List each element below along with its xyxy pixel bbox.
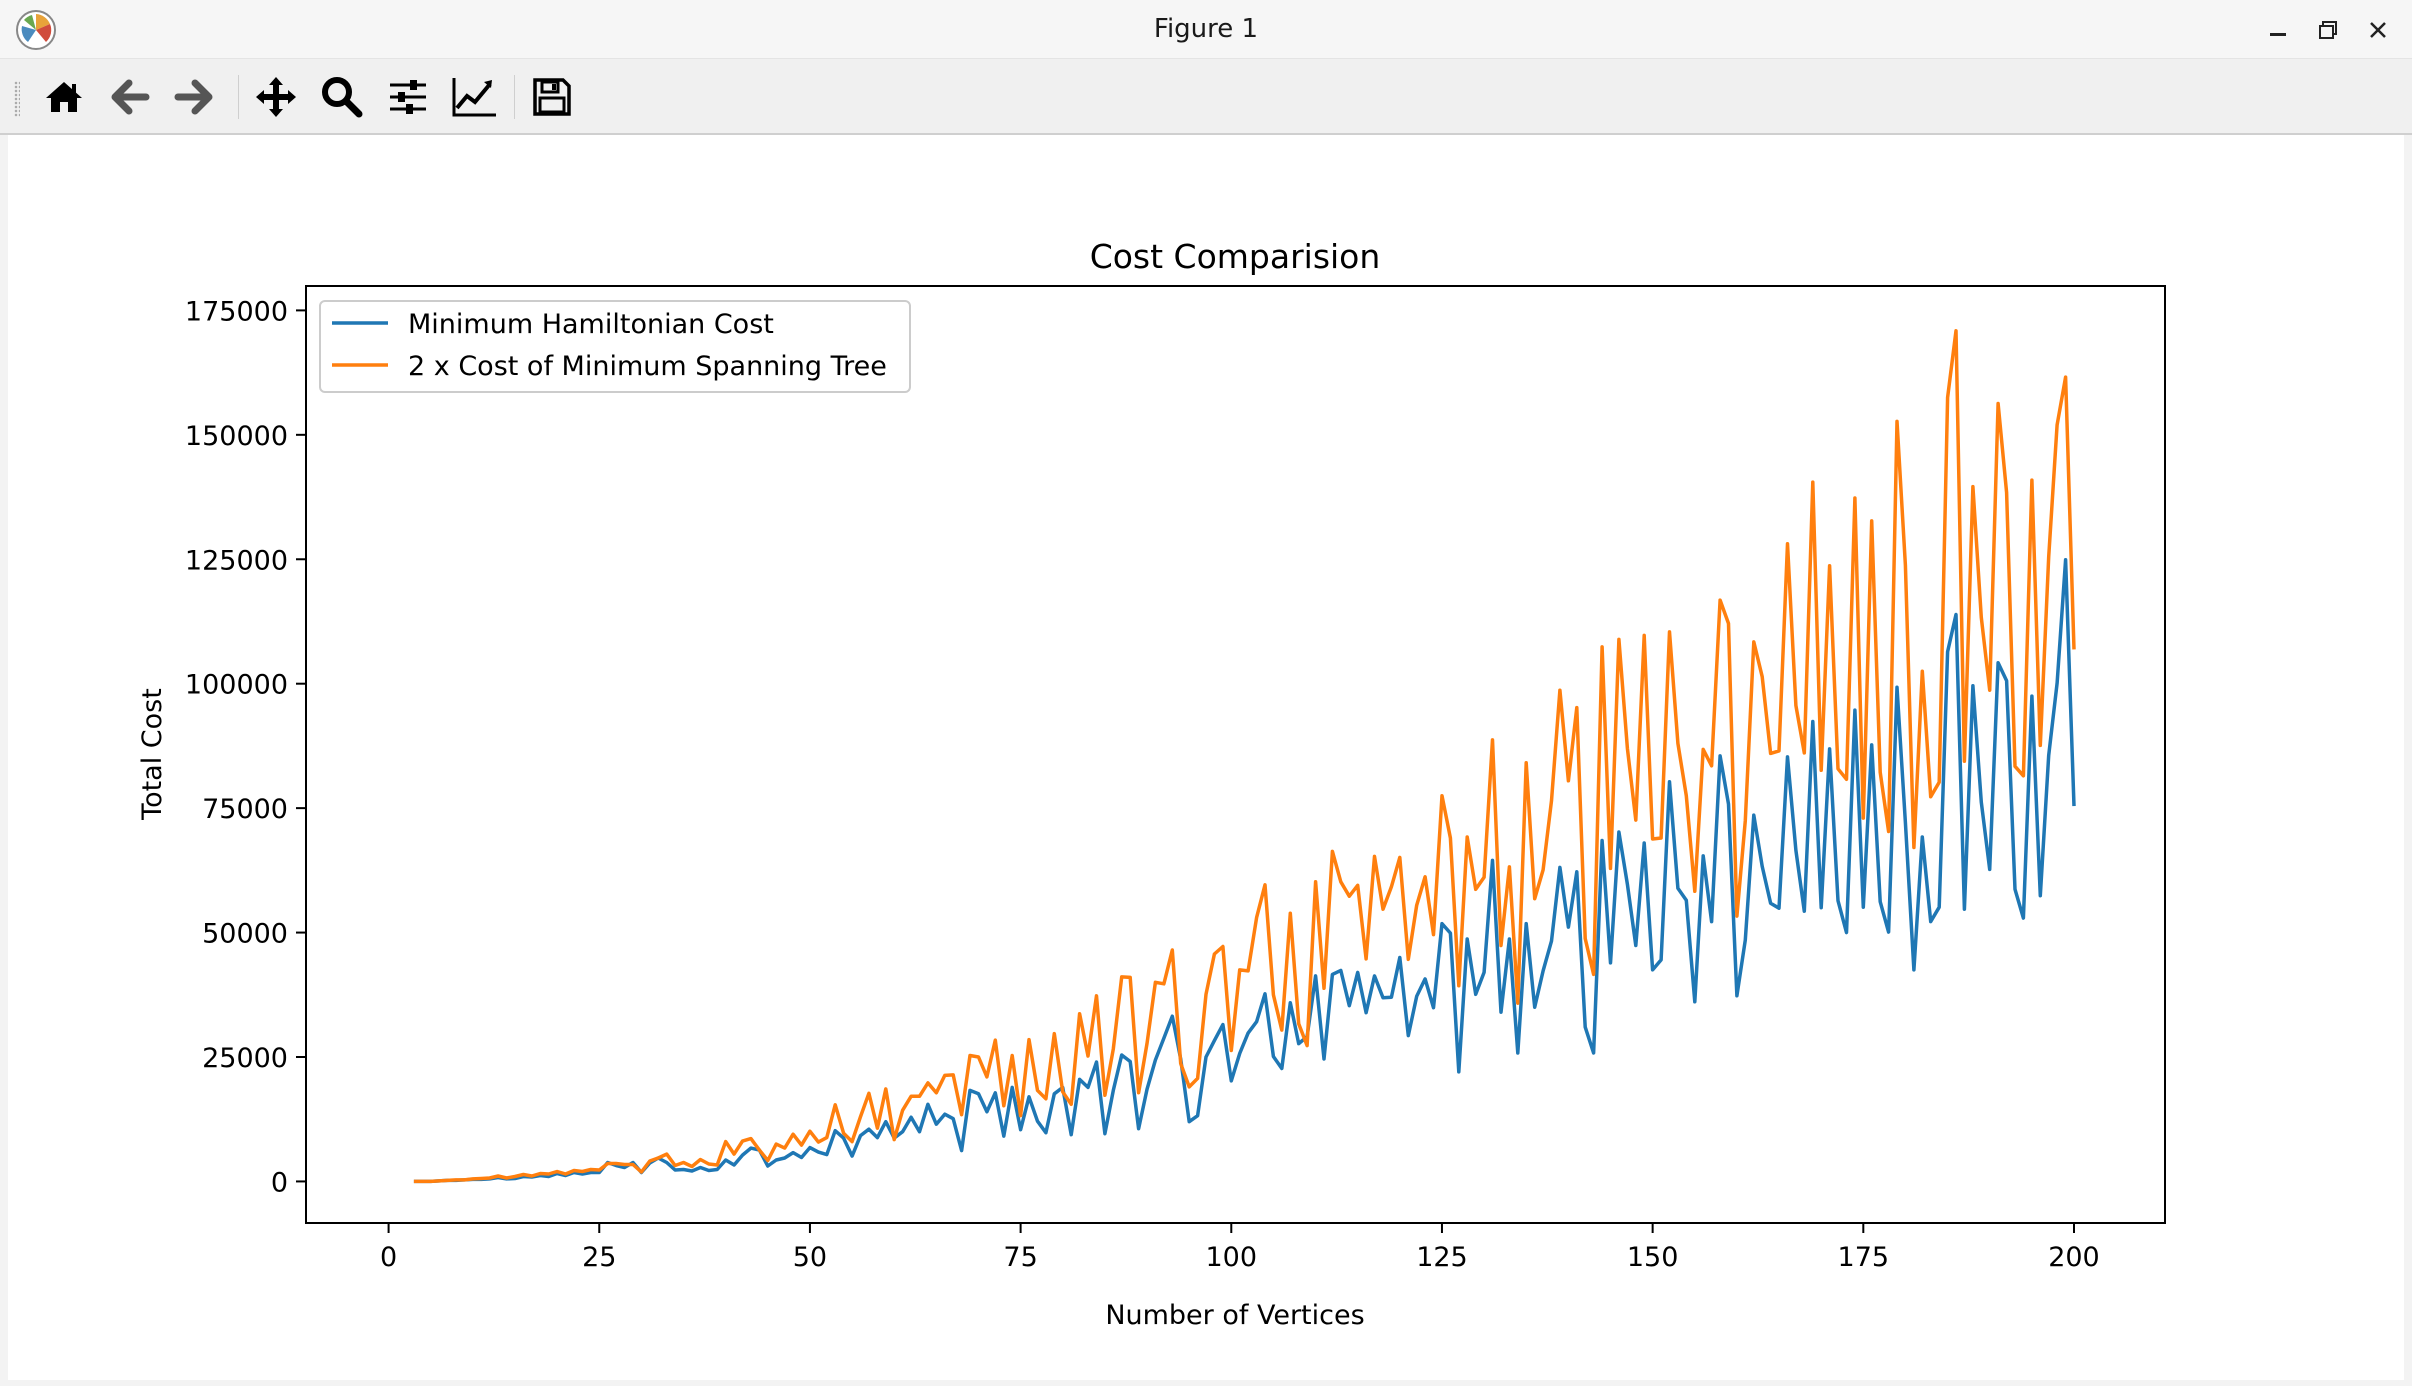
configure-subplots-icon: [390, 80, 426, 114]
legend-label-minimum-hamiltonian: Minimum Hamiltonian Cost: [408, 309, 774, 340]
plot-area: [305, 285, 2166, 1224]
x-tick-label: 125: [1416, 1242, 1468, 1273]
minimize-button[interactable]: [2258, 10, 2298, 50]
x-tick-label: 150: [1627, 1242, 1679, 1273]
x-tick-label: 0: [380, 1242, 397, 1273]
legend-label-mst: 2 x Cost of Minimum Spanning Tree: [408, 351, 887, 382]
legend-box: [319, 300, 911, 393]
save-icon: [533, 78, 571, 116]
toolbar-separator: [514, 75, 515, 119]
y-axis-label: Total Cost: [137, 688, 168, 821]
save-button[interactable]: [526, 71, 578, 123]
window-title: Figure 1: [1153, 14, 1259, 44]
back-button[interactable]: [104, 71, 156, 123]
y-tick-label: 50000: [202, 919, 288, 950]
zoom-icon: [322, 77, 363, 118]
x-tick-label: 75: [1003, 1242, 1037, 1273]
series-line-mst: [413, 329, 2076, 1184]
zoom-button[interactable]: [316, 71, 368, 123]
toolbar-grip[interactable]: [14, 81, 20, 117]
y-tick-label: 125000: [185, 545, 288, 576]
chart-title: Cost Comparision: [1090, 237, 1381, 276]
y-tick-label: 100000: [185, 670, 288, 701]
configure-subplots-button[interactable]: [382, 71, 434, 123]
y-tick-label: 75000: [202, 794, 288, 825]
y-axis: 0 25000 50000 75000 100000 125000 150000 175000: [185, 296, 306, 1198]
toolbar-separator: [238, 75, 239, 119]
close-icon: [2370, 22, 2386, 38]
y-tick-label: 175000: [185, 296, 288, 327]
x-tick-label: 200: [2048, 1242, 2100, 1273]
pan-button[interactable]: [250, 71, 302, 123]
cost-comparison-chart: Cost Comparision 0 25 50 75 100 125 150 175 200 …: [137, 237, 2166, 1331]
y-tick-label: 0: [271, 1167, 288, 1198]
restore-icon: [2319, 21, 2337, 39]
edit-axis-button[interactable]: [448, 71, 500, 123]
x-axis-label: Number of Vertices: [1105, 1300, 1364, 1331]
close-button[interactable]: [2358, 10, 2398, 50]
y-tick-label: 25000: [202, 1043, 288, 1074]
window-controls: [2258, 10, 2398, 50]
legend: Minimum Hamiltonian Cost 2 x Cost of Min…: [319, 300, 911, 393]
home-icon: [46, 82, 82, 112]
home-button[interactable]: [38, 71, 90, 123]
x-axis: 0 25 50 75 100 125 150 175 200: [380, 1223, 2100, 1273]
edit-axis-icon: [452, 78, 496, 117]
title-bar[interactable]: Figure 1: [0, 0, 2412, 59]
x-tick-label: 175: [1838, 1242, 1890, 1273]
x-tick-label: 100: [1206, 1242, 1258, 1273]
maximize-button[interactable]: [2308, 10, 2348, 50]
pan-icon: [256, 77, 296, 117]
x-tick-label: 50: [793, 1242, 827, 1273]
app-icon: [16, 10, 56, 50]
forward-button[interactable]: [168, 71, 220, 123]
back-arrow-icon: [111, 79, 150, 115]
navigation-toolbar: [0, 59, 2412, 135]
series-line-minimum-hamiltonian: [413, 558, 2076, 1184]
x-tick-label: 25: [582, 1242, 616, 1273]
forward-arrow-icon: [174, 79, 213, 115]
series-lines: [413, 329, 2076, 1184]
minimize-icon: [2270, 33, 2286, 36]
y-tick-label: 150000: [185, 421, 288, 452]
figure-canvas[interactable]: Cost Comparision 0 25 50 75 100 125 150 175 200 …: [8, 135, 2404, 1380]
